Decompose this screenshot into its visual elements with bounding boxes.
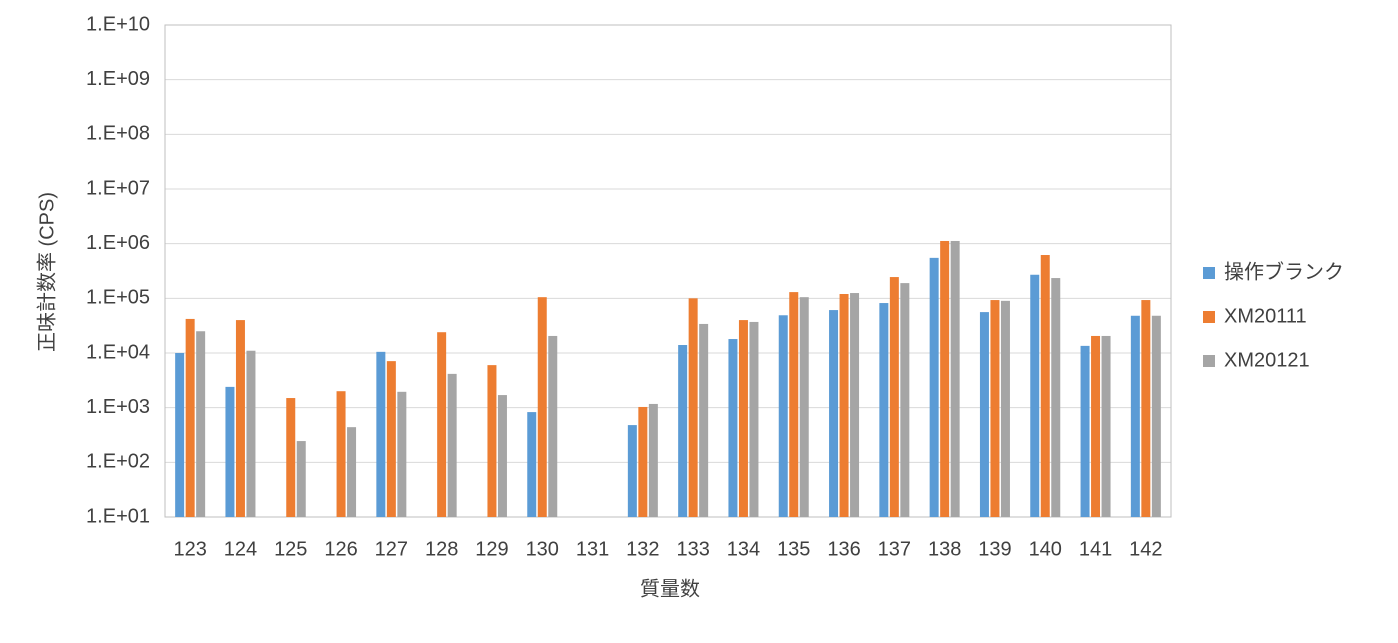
y-tick-label: 1.E+09 bbox=[86, 68, 150, 90]
bar bbox=[627, 425, 637, 517]
x-tick-label: 139 bbox=[978, 538, 1011, 560]
x-tick-label: 128 bbox=[425, 538, 458, 560]
x-tick-label: 142 bbox=[1129, 538, 1162, 560]
bar bbox=[296, 441, 306, 517]
bar bbox=[347, 427, 357, 517]
bar bbox=[1141, 300, 1151, 517]
bar bbox=[487, 365, 497, 517]
x-tick-label: 137 bbox=[878, 538, 911, 560]
x-tick-label: 132 bbox=[626, 538, 659, 560]
bar bbox=[437, 332, 447, 517]
bar bbox=[548, 335, 558, 517]
bar bbox=[1101, 335, 1111, 517]
bar bbox=[839, 294, 849, 517]
x-tick-label: 140 bbox=[1029, 538, 1062, 560]
bar bbox=[789, 292, 799, 517]
x-tick-label: 126 bbox=[324, 538, 357, 560]
bar bbox=[979, 312, 989, 517]
bar bbox=[778, 315, 788, 517]
bar bbox=[889, 277, 899, 517]
bar bbox=[537, 297, 547, 517]
bar bbox=[1000, 300, 1010, 517]
legend-label: XM20111 bbox=[1224, 305, 1307, 327]
x-tick-label: 124 bbox=[224, 538, 257, 560]
y-axis-title: 正味計数率 (CPS) bbox=[35, 192, 58, 352]
bar bbox=[749, 321, 759, 517]
legend-swatch bbox=[1203, 267, 1215, 279]
bar bbox=[699, 323, 709, 517]
x-tick-label: 138 bbox=[928, 538, 961, 560]
bar bbox=[1151, 315, 1161, 517]
bar bbox=[879, 303, 889, 517]
x-tick-label: 136 bbox=[827, 538, 860, 560]
x-tick-label: 125 bbox=[274, 538, 307, 560]
y-tick-label: 1.E+08 bbox=[86, 123, 150, 145]
bar bbox=[235, 320, 245, 517]
legend-swatch bbox=[1203, 355, 1215, 367]
bar bbox=[738, 320, 748, 517]
x-tick-label: 135 bbox=[777, 538, 810, 560]
y-tick-label: 1.E+05 bbox=[86, 287, 150, 309]
bar bbox=[990, 300, 1000, 517]
legend-label: 操作ブランク bbox=[1224, 259, 1344, 283]
bar bbox=[648, 403, 658, 517]
bar bbox=[1040, 255, 1050, 517]
bar bbox=[527, 412, 537, 517]
x-tick-label: 129 bbox=[475, 538, 508, 560]
plot-border bbox=[164, 24, 1172, 518]
bar bbox=[940, 240, 950, 517]
y-tick-label: 1.E+10 bbox=[86, 13, 150, 35]
bar bbox=[1051, 278, 1061, 517]
bar bbox=[829, 310, 839, 517]
bar bbox=[286, 398, 296, 517]
x-tick-label: 141 bbox=[1079, 538, 1112, 560]
bar bbox=[447, 373, 457, 517]
bar bbox=[1030, 274, 1040, 517]
x-tick-label: 133 bbox=[676, 538, 709, 560]
bar bbox=[246, 350, 256, 517]
x-tick-label: 134 bbox=[727, 538, 760, 560]
bar bbox=[900, 283, 910, 517]
y-tick-label: 1.E+06 bbox=[86, 232, 150, 254]
bar bbox=[929, 257, 939, 517]
bar bbox=[376, 351, 386, 517]
bar bbox=[950, 240, 960, 517]
bar bbox=[638, 406, 648, 517]
bar bbox=[185, 318, 195, 517]
bar bbox=[397, 391, 407, 517]
bar bbox=[336, 391, 346, 517]
bar bbox=[678, 345, 688, 517]
bar bbox=[497, 395, 507, 517]
y-tick-label: 1.E+03 bbox=[86, 396, 150, 418]
y-tick-label: 1.E+04 bbox=[86, 341, 150, 363]
x-tick-label: 130 bbox=[526, 538, 559, 560]
x-axis-title: 質量数 bbox=[640, 577, 700, 600]
legend-label: XM20121 bbox=[1224, 349, 1310, 371]
bar bbox=[1080, 345, 1090, 517]
bar bbox=[799, 297, 809, 517]
legend-swatch bbox=[1203, 311, 1215, 323]
bar bbox=[850, 293, 860, 517]
bar bbox=[225, 386, 235, 517]
bar bbox=[196, 331, 206, 517]
bar bbox=[1130, 315, 1140, 517]
y-tick-label: 1.E+07 bbox=[86, 177, 150, 199]
y-tick-label: 1.E+02 bbox=[86, 451, 150, 473]
bar bbox=[175, 353, 185, 517]
bar bbox=[688, 298, 698, 517]
bar bbox=[386, 361, 396, 517]
x-tick-label: 131 bbox=[576, 538, 609, 560]
bar bbox=[1091, 335, 1101, 517]
x-tick-label: 127 bbox=[375, 538, 408, 560]
y-tick-label: 1.E+01 bbox=[86, 505, 150, 527]
x-tick-label: 123 bbox=[173, 538, 206, 560]
bar bbox=[728, 339, 738, 517]
